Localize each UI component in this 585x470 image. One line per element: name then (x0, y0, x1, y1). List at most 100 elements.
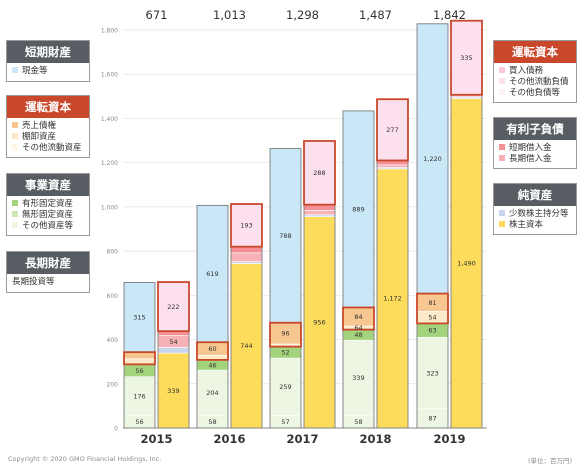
legend-item-label: 無形固定資産 (22, 210, 74, 220)
liability-bar-segment (376, 98, 409, 161)
legend-panel-long-term-assets: 長期財産 長期投資等 (6, 251, 90, 293)
legend-panel-title: 有利子負債 (494, 118, 576, 140)
liability-bar-segment (450, 20, 483, 96)
liability-bar-segment (157, 281, 190, 332)
data-label: 48 (354, 331, 362, 339)
asset-bar-segment (196, 369, 229, 416)
legend-item: その他資産等 (7, 221, 89, 232)
unit-note: (単位：百万円) (528, 457, 573, 465)
legend-panel-title: 短期財産 (7, 41, 89, 63)
legend-panel-interest-bearing-debt: 有利子負債 短期借入金 長期借入金 (493, 117, 577, 169)
y-tick-label: 1,400 (101, 116, 118, 123)
total-label: 1,298 (286, 8, 319, 22)
working-capital-highlight (416, 292, 449, 325)
data-label: 84 (354, 313, 362, 321)
asset-bar-segment (342, 110, 375, 308)
working-capital-highlight (303, 140, 336, 206)
legend-swatch (499, 78, 505, 84)
data-label: 1,490 (457, 260, 476, 268)
data-label: 619 (206, 270, 218, 278)
asset-bar-segment (123, 351, 156, 360)
legend-item-label: 短期借入金 (509, 143, 552, 153)
legend-panel-short-term-assets: 短期財産 現金等 (6, 40, 90, 82)
y-tick-label: 1,000 (101, 204, 118, 211)
legend-panel-business-assets: 事業資産 有形固定資産 無形固定資産 その他資産等 (6, 173, 90, 236)
legend-swatch (499, 155, 505, 161)
legend-swatch (12, 122, 18, 128)
legend-swatch (12, 67, 18, 73)
data-label: 54 (169, 338, 177, 346)
legend-item: その他流動負債 (494, 77, 576, 88)
legend-swatch (12, 144, 18, 150)
working-capital-highlight (123, 351, 156, 366)
y-tick-label: 400 (107, 337, 119, 344)
data-label: 63 (428, 327, 436, 335)
asset-bar-segment (416, 337, 449, 410)
bars (123, 19, 483, 429)
data-label: 315 (133, 314, 145, 322)
total-label: 1,013 (213, 8, 246, 22)
total-label: 1,487 (359, 8, 392, 22)
working-capital-highlight (450, 19, 483, 96)
data-label: 339 (352, 374, 364, 382)
legend-item: 現金等 (7, 66, 89, 77)
data-label: 56 (135, 418, 143, 426)
data-label: 288 (313, 169, 325, 177)
legend-item: 買入債務 (494, 66, 576, 77)
legend-panel-title: 長期財産 (7, 252, 89, 274)
legend-item-label: 売上債権 (22, 121, 57, 131)
legend-item-label: 長期投資等 (12, 277, 55, 287)
legend-panel-title: 運転資本 (7, 96, 89, 118)
legend-item-label: 買入債務 (509, 66, 544, 76)
asset-bar-segment (269, 357, 302, 416)
x-category-label: 2018 (359, 432, 391, 446)
legend-item: 長期借入金 (494, 154, 576, 165)
y-tick-label: 600 (107, 293, 119, 300)
data-label: 46 (208, 361, 216, 369)
liability-bar-segment (303, 210, 336, 216)
liability-bar-segment (230, 263, 263, 429)
legend-item: その他負債等 (494, 88, 576, 99)
y-tick-label: 1,600 (101, 72, 118, 79)
working-capital-highlight (157, 281, 190, 333)
legend-panel-title: 純資産 (494, 184, 576, 206)
legend-item: その他流動資産 (7, 143, 89, 154)
data-label: 54 (428, 314, 436, 322)
legend-item: 少数株主持分等 (494, 209, 576, 220)
legend-item: 短期借入金 (494, 143, 576, 154)
asset-bar-outline (196, 204, 229, 429)
data-label: 956 (313, 319, 325, 327)
data-label: 96 (281, 330, 289, 338)
liability-bar-segment (157, 347, 190, 354)
liability-bar-segment (376, 164, 409, 168)
data-label: 64 (354, 324, 362, 332)
asset-bar-segment (416, 23, 449, 294)
legend-swatch (499, 221, 505, 227)
y-tick-label: 1,200 (101, 160, 118, 167)
legend-swatch (12, 222, 18, 228)
x-category-label: 2017 (286, 432, 318, 446)
liability-bar-segment (450, 98, 483, 429)
data-label: 335 (460, 54, 472, 62)
data-label: 788 (279, 232, 291, 240)
legend-item-label: その他資産等 (22, 221, 74, 231)
data-label: 222 (167, 303, 179, 311)
liability-bar-segment (230, 246, 263, 254)
total-label: 1,842 (433, 8, 466, 22)
working-capital-highlight (342, 306, 375, 331)
data-label: 1,220 (423, 155, 442, 163)
legend-item-label: 有形固定資産 (22, 199, 74, 209)
asset-bar-outline (269, 148, 302, 429)
x-category-label: 2019 (433, 432, 465, 446)
legend-item-label: 少数株主持分等 (509, 209, 569, 219)
x-category-label: 2015 (140, 432, 172, 446)
labels: 0 200 400 600 800 1,000 1,200 1,400 1,600 1,800 56… (101, 8, 476, 446)
liability-bar-segment (376, 168, 409, 429)
data-label: 339 (167, 387, 179, 395)
legend-item-label: 棚卸資産 (22, 132, 57, 142)
data-label: 323 (426, 369, 438, 377)
data-label: 889 (352, 206, 364, 214)
asset-bar-segment (342, 339, 375, 416)
legend-swatch (499, 89, 505, 95)
